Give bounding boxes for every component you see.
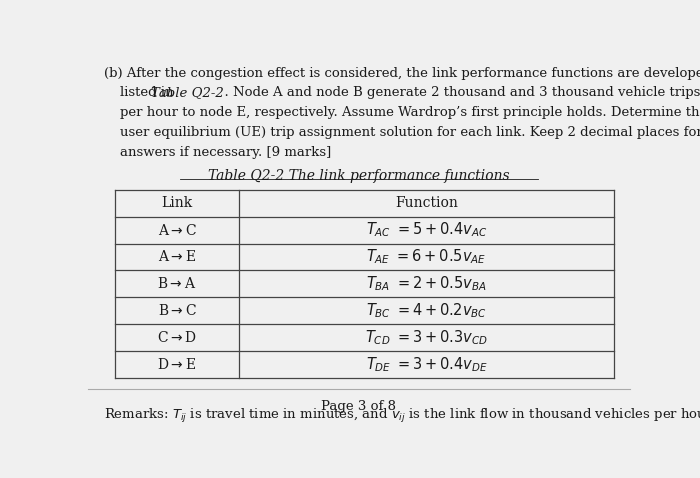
Text: user equilibrium (UE) trip assignment solution for each link. Keep 2 decimal pla: user equilibrium (UE) trip assignment so… <box>120 126 700 139</box>
Text: $T_{\mathit{CD}}\ =3+0.3v_{\mathit{CD}}$: $T_{\mathit{CD}}\ =3+0.3v_{\mathit{CD}}$ <box>365 328 488 347</box>
Text: $T_{\mathit{BC}}\ =4+0.2v_{\mathit{BC}}$: $T_{\mathit{BC}}\ =4+0.2v_{\mathit{BC}}$ <box>366 301 487 320</box>
Text: Table Q2-2: Table Q2-2 <box>151 87 224 99</box>
Text: D$\rightarrow$E: D$\rightarrow$E <box>158 357 197 372</box>
Text: C$\rightarrow$D: C$\rightarrow$D <box>157 330 197 345</box>
Text: answers if necessary. [9 marks]: answers if necessary. [9 marks] <box>120 146 331 159</box>
Text: $T_{\mathit{BA}}\ =2+0.5v_{\mathit{BA}}$: $T_{\mathit{BA}}\ =2+0.5v_{\mathit{BA}}$ <box>366 274 487 293</box>
Text: listed in            . Node A and node B generate 2 thousand and 3 thousand vehi: listed in . Node A and node B generate 2… <box>120 87 700 99</box>
Text: $T_{\mathit{DE}}\ =3+0.4v_{\mathit{DE}}$: $T_{\mathit{DE}}\ =3+0.4v_{\mathit{DE}}$ <box>365 355 487 374</box>
Text: Function: Function <box>395 196 458 210</box>
Text: A$\rightarrow$C: A$\rightarrow$C <box>158 223 197 238</box>
Text: (b) After the congestion effect is considered, the link performance functions ar: (b) After the congestion effect is consi… <box>104 66 700 79</box>
Text: Link: Link <box>162 196 193 210</box>
Text: per hour to node E, respectively. Assume Wardrop’s first principle holds. Determ: per hour to node E, respectively. Assume… <box>120 106 700 120</box>
Text: Page 3 of 8: Page 3 of 8 <box>321 400 396 413</box>
Text: $T_{\mathit{AE}}\ =6+0.5v_{\mathit{AE}}$: $T_{\mathit{AE}}\ =6+0.5v_{\mathit{AE}}$ <box>367 248 486 266</box>
Text: $T_{\mathit{AC}}\ =5+0.4v_{\mathit{AC}}$: $T_{\mathit{AC}}\ =5+0.4v_{\mathit{AC}}$ <box>366 221 487 239</box>
Text: B$\rightarrow$A: B$\rightarrow$A <box>158 276 197 291</box>
Text: Remarks: $T_{ij}$ is travel time in minutes, and $v_{ij}$ is the link flow in th: Remarks: $T_{ij}$ is travel time in minu… <box>104 407 700 425</box>
Text: Table Q2-2 The link performance functions: Table Q2-2 The link performance function… <box>208 169 510 183</box>
Text: B$\rightarrow$C: B$\rightarrow$C <box>158 303 197 318</box>
Text: A$\rightarrow$E: A$\rightarrow$E <box>158 250 196 264</box>
